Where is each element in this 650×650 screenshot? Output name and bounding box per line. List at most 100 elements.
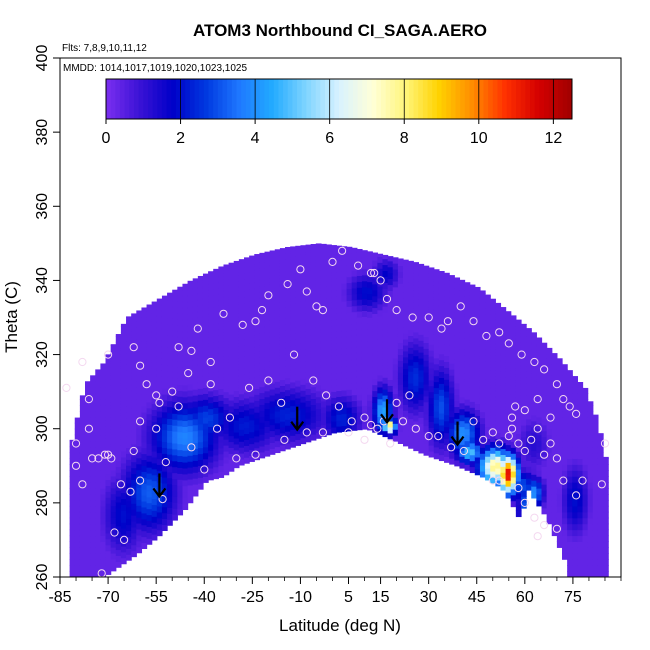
heatmap-cell — [244, 273, 250, 280]
heatmap-cell — [238, 435, 245, 442]
heatmap-cell — [182, 337, 189, 344]
heatmap-cell — [254, 429, 260, 437]
heatmap-cell — [100, 476, 107, 483]
heatmap-cell — [582, 387, 589, 394]
heatmap-cell — [490, 322, 496, 330]
heatmap-cell — [567, 452, 573, 459]
heatmap-cell — [136, 422, 143, 429]
heatmap-cell — [90, 553, 96, 560]
heatmap-cell — [536, 357, 543, 365]
heatmap-cell — [346, 288, 353, 295]
heatmap-cell — [444, 432, 450, 440]
heatmap-cell — [269, 329, 276, 337]
heatmap-cell — [536, 458, 543, 465]
heatmap-cell — [172, 359, 178, 367]
heatmap-cell — [449, 375, 455, 382]
heatmap-cell — [213, 282, 219, 290]
heatmap-cell — [274, 316, 281, 323]
heatmap-cell — [110, 475, 117, 483]
heatmap-cell — [156, 357, 163, 365]
heatmap-cell — [587, 559, 594, 566]
heatmap-cell — [120, 545, 127, 553]
heatmap-cell — [187, 407, 194, 415]
heatmap-cell — [331, 367, 337, 375]
sample-point — [507, 413, 517, 422]
heatmap-cell — [156, 310, 163, 317]
heatmap-cell — [259, 410, 266, 417]
heatmap-cell — [85, 488, 91, 495]
heatmap-cell — [356, 251, 363, 259]
heatmap-cell — [577, 382, 584, 388]
heatmap-cell — [449, 327, 455, 335]
heatmap-cell — [151, 427, 158, 434]
heatmap-cell — [367, 251, 373, 253]
heatmap-cell — [474, 450, 481, 458]
heatmap-cell — [367, 328, 373, 336]
heatmap-cell — [151, 474, 158, 482]
heatmap-cell — [290, 441, 296, 448]
heatmap-cell — [372, 366, 378, 374]
heatmap-cell — [408, 382, 414, 390]
heatmap-cell — [459, 307, 466, 315]
heatmap-cell — [208, 467, 214, 475]
heatmap-cell — [156, 411, 163, 418]
heatmap-cell — [438, 359, 445, 367]
heatmap-cell — [577, 470, 584, 477]
heatmap-cell — [531, 408, 537, 416]
heatmap-cell — [331, 415, 337, 422]
heatmap-cell — [567, 541, 573, 548]
heatmap-cell — [115, 549, 122, 556]
heatmap-cell — [177, 301, 184, 308]
heatmap-cell — [444, 444, 450, 451]
heatmap-cell — [510, 382, 517, 389]
heatmap-cell — [361, 250, 368, 252]
heatmap-cell — [361, 363, 368, 371]
heatmap-cell — [279, 343, 286, 351]
heatmap-cell — [520, 389, 527, 396]
heatmap-cell — [485, 420, 491, 428]
heatmap-cell — [495, 468, 502, 475]
x-axis-label: Latitude (deg N) — [279, 616, 401, 635]
heatmap-cell — [167, 495, 173, 503]
heatmap-cell — [428, 290, 435, 298]
heatmap-cell — [269, 442, 276, 449]
heatmap-cell — [274, 375, 281, 382]
heatmap-cell — [372, 408, 378, 415]
heatmap-cell — [444, 438, 450, 446]
heatmap-cell — [372, 354, 378, 362]
x-tick-label: -25 — [241, 589, 264, 606]
heatmap-cell — [490, 376, 496, 383]
heatmap-cell — [213, 348, 219, 355]
heatmap-cell — [300, 396, 307, 403]
heatmap-cell — [285, 265, 291, 272]
heatmap-cell — [551, 511, 558, 519]
heatmap-cell — [423, 395, 430, 403]
colorbar-segment — [418, 79, 424, 119]
heatmap-cell — [279, 426, 286, 434]
heatmap-cell — [182, 444, 189, 451]
heatmap-cell — [105, 556, 112, 564]
heatmap-cell — [449, 303, 455, 311]
heatmap-cell — [510, 315, 517, 318]
heatmap-cell — [249, 419, 255, 427]
heatmap-cell — [202, 273, 209, 276]
heatmap-cell — [433, 322, 440, 329]
sample-point — [302, 428, 311, 437]
heatmap-cell — [223, 433, 230, 440]
heatmap-cell — [479, 322, 486, 330]
heatmap-cell — [131, 467, 137, 475]
heatmap-cell — [562, 517, 568, 525]
heatmap-cell — [418, 263, 425, 270]
heatmap-cell — [520, 365, 527, 373]
heatmap-cell — [403, 439, 409, 447]
heatmap-cell — [295, 374, 302, 381]
heatmap-cell — [397, 401, 404, 409]
colorbar-segment — [129, 79, 135, 119]
heatmap-cell — [228, 429, 235, 437]
heatmap-cell — [167, 471, 173, 479]
heatmap-cell — [474, 462, 481, 470]
heatmap-cell — [172, 289, 178, 296]
sample-point — [469, 417, 478, 426]
heatmap-cell — [295, 380, 302, 387]
heatmap-cell — [305, 340, 312, 348]
